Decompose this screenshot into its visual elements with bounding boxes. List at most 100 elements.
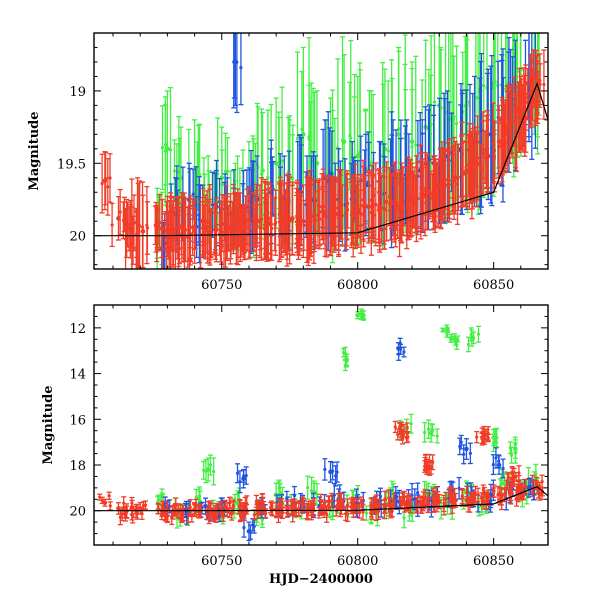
data-point bbox=[208, 225, 212, 229]
data-point bbox=[184, 228, 188, 232]
bottom-green-point bbox=[359, 308, 365, 315]
data-point bbox=[505, 124, 509, 128]
top-red-point bbox=[428, 170, 434, 218]
top-red-point bbox=[187, 201, 193, 266]
bottom-green-point bbox=[201, 460, 207, 480]
data-point bbox=[172, 227, 176, 231]
bottom-green-point bbox=[490, 433, 496, 453]
top-red-point bbox=[229, 210, 235, 251]
data-point bbox=[426, 427, 431, 431]
data-point bbox=[126, 222, 130, 227]
data-point bbox=[177, 170, 181, 174]
data-point bbox=[123, 237, 128, 241]
bottom-green-point bbox=[408, 413, 414, 434]
data-point bbox=[410, 139, 414, 143]
top-red-point bbox=[172, 200, 178, 269]
top-panel: 60750 60800 60850 19 19.5 20 Magnitude bbox=[27, 32, 549, 293]
data-point bbox=[491, 141, 495, 145]
data-point bbox=[136, 223, 140, 228]
data-point bbox=[436, 183, 441, 187]
top-red-point bbox=[459, 133, 465, 198]
data-point bbox=[306, 486, 310, 490]
data-point bbox=[386, 149, 390, 153]
data-point bbox=[359, 309, 364, 313]
top-blue-point bbox=[238, 33, 244, 106]
top-red-point bbox=[157, 193, 163, 252]
data-point bbox=[491, 441, 496, 445]
bottom-green-point bbox=[440, 327, 446, 333]
data-point bbox=[266, 176, 270, 180]
data-point bbox=[163, 149, 167, 153]
data-point bbox=[528, 80, 532, 84]
data-point bbox=[330, 172, 334, 176]
data-point bbox=[180, 223, 184, 228]
data-point bbox=[153, 223, 157, 227]
data-point bbox=[260, 172, 264, 176]
top-red-point bbox=[500, 101, 506, 151]
data-point bbox=[140, 229, 146, 234]
top-red-point bbox=[236, 192, 242, 247]
data-point bbox=[359, 203, 363, 208]
data-point bbox=[201, 220, 205, 224]
data-point bbox=[194, 495, 198, 500]
top-red-point bbox=[418, 167, 424, 214]
data-point bbox=[469, 332, 473, 337]
data-point bbox=[419, 188, 423, 192]
data-point bbox=[499, 144, 503, 148]
bottom-green-point bbox=[465, 336, 471, 353]
data-point bbox=[320, 209, 325, 213]
bottom-blue-point bbox=[243, 466, 249, 485]
data-point bbox=[481, 152, 485, 156]
data-point bbox=[515, 110, 519, 114]
top-red-point bbox=[244, 188, 250, 252]
data-point bbox=[416, 491, 420, 495]
bottom-green-point bbox=[455, 335, 461, 343]
data-point bbox=[382, 206, 386, 210]
bottom-blue-point bbox=[235, 463, 241, 484]
data-point bbox=[423, 192, 427, 196]
data-point bbox=[460, 163, 464, 168]
top-red-point bbox=[399, 162, 405, 243]
data-point bbox=[476, 332, 481, 336]
data-point bbox=[318, 217, 322, 221]
bottom-green-point bbox=[422, 422, 428, 443]
bottom-green-point bbox=[342, 346, 348, 361]
data-point bbox=[351, 208, 356, 212]
data-point bbox=[182, 225, 186, 229]
data-point bbox=[160, 145, 165, 150]
top-y-tick-label: 19.5 bbox=[57, 157, 86, 172]
data-point bbox=[482, 84, 486, 88]
data-point bbox=[331, 215, 335, 219]
top-red-point bbox=[537, 53, 543, 108]
data-point bbox=[483, 155, 487, 159]
top-red-point bbox=[509, 87, 515, 154]
data-point bbox=[100, 181, 104, 186]
data-point bbox=[432, 100, 437, 104]
data-point bbox=[205, 220, 209, 224]
data-point bbox=[429, 192, 433, 196]
top-red-point bbox=[463, 141, 469, 204]
bottom-green-point bbox=[360, 314, 366, 321]
top-red-point bbox=[200, 187, 206, 256]
bottom-green-point bbox=[452, 333, 458, 341]
top-series-red bbox=[99, 49, 547, 269]
data-point bbox=[363, 202, 367, 206]
data-point bbox=[188, 231, 192, 236]
top-model-line bbox=[94, 81, 548, 237]
top-red-point bbox=[174, 196, 180, 260]
data-point bbox=[355, 213, 359, 217]
data-point bbox=[343, 351, 347, 355]
data-point bbox=[364, 511, 368, 515]
data-point bbox=[338, 204, 343, 208]
top-red-point bbox=[490, 102, 496, 185]
data-point bbox=[508, 446, 512, 450]
top-red-point bbox=[442, 149, 448, 210]
top-red-point bbox=[301, 199, 307, 251]
data-point bbox=[456, 337, 460, 341]
top-red-point bbox=[99, 153, 105, 214]
bottom-panel-data bbox=[94, 308, 548, 542]
data-point bbox=[110, 223, 114, 227]
top-red-point bbox=[523, 64, 529, 131]
bottom-green-point bbox=[494, 427, 500, 448]
bottom-green-point bbox=[471, 331, 477, 345]
